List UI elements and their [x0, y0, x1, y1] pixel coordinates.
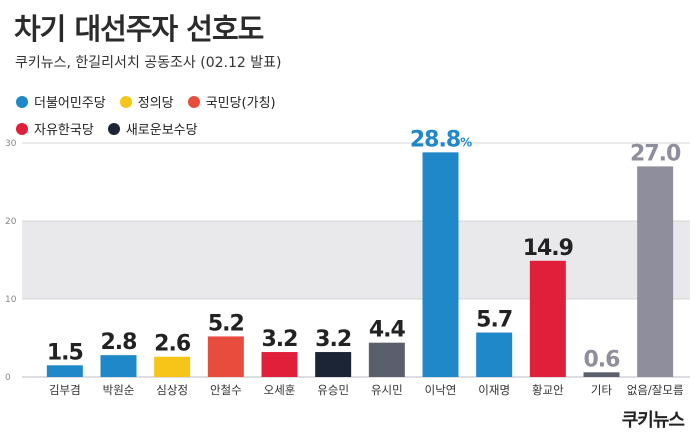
bar: [637, 166, 674, 377]
x-tick-label: 이재명: [478, 383, 510, 397]
bar: [154, 356, 191, 377]
y-tick-label: 0: [5, 373, 11, 383]
bar: [46, 365, 83, 377]
grid-band: [22, 221, 690, 299]
x-tick-label: 박원순: [103, 383, 135, 397]
bar: [422, 152, 459, 377]
legend: 더불어민주당 정의당 국민당(가칭) 자유한국당 새로운보수당: [16, 92, 346, 138]
data-label: 5.2: [208, 311, 244, 336]
bar: [476, 332, 513, 377]
data-label: 27.0: [630, 141, 681, 166]
legend-swatch: [16, 122, 28, 135]
legend-item: 더불어민주당: [16, 92, 106, 111]
legend-item: 국민당(가칭): [187, 92, 276, 111]
legend-item: 새로운보수당: [107, 119, 198, 138]
x-tick-label: 유시민: [371, 383, 403, 397]
legend-label: 더불어민주당: [34, 96, 106, 111]
x-tick-label: 유승민: [317, 383, 349, 397]
x-tick-label: 김부겸: [49, 383, 81, 397]
bar: [261, 352, 298, 377]
data-label-unit: %: [460, 135, 472, 149]
data-label: 4.4: [369, 318, 406, 343]
y-tick-label: 30: [5, 139, 17, 149]
bar: [100, 355, 137, 377]
x-tick-label: 없음/잘모름: [627, 383, 684, 397]
chart-subtitle: 쿠키뉴스, 한길리서치 공동조사 (02.12 발표): [15, 55, 282, 71]
data-label: 1.5: [47, 340, 83, 365]
brand-logo-text: 쿠키뉴스: [621, 410, 685, 431]
legend-item: 자유한국당: [16, 119, 94, 138]
x-tick-label: 황교안: [532, 383, 564, 397]
x-tick-label: 심상정: [156, 383, 188, 397]
data-label: 5.7: [476, 308, 512, 333]
bar: [315, 352, 352, 377]
x-tick-label: 안철수: [210, 383, 242, 397]
data-label: 2.8: [101, 330, 137, 355]
x-tick-label: 이낙연: [425, 383, 457, 397]
chart-title: 차기 대선주자 선호도: [14, 12, 264, 46]
legend-swatch: [187, 95, 200, 108]
bar: [207, 336, 244, 377]
data-label: 14.9: [523, 236, 573, 261]
bar: [583, 372, 620, 377]
y-tick-label: 20: [5, 217, 17, 227]
x-tick-label: 오세훈: [264, 383, 296, 397]
y-tick-label: 10: [5, 295, 17, 305]
legend-label: 정의당: [137, 96, 174, 111]
legend-label: 자유한국당: [34, 123, 94, 138]
legend-swatch: [119, 95, 132, 108]
data-label: 3.2: [315, 327, 351, 352]
bar: [529, 260, 566, 377]
legend-swatch: [107, 122, 120, 135]
data-label: 28.8%: [410, 127, 472, 152]
data-label: 2.6: [154, 332, 191, 357]
legend-label: 국민당(가칭): [205, 96, 276, 111]
data-label: 3.2: [262, 327, 298, 352]
data-label: 0.6: [584, 347, 621, 372]
bar: [368, 342, 405, 377]
x-tick-label: 기타: [591, 383, 613, 397]
legend-label: 새로운보수당: [125, 123, 198, 138]
legend-swatch: [16, 95, 28, 108]
legend-item: 정의당: [119, 92, 174, 111]
